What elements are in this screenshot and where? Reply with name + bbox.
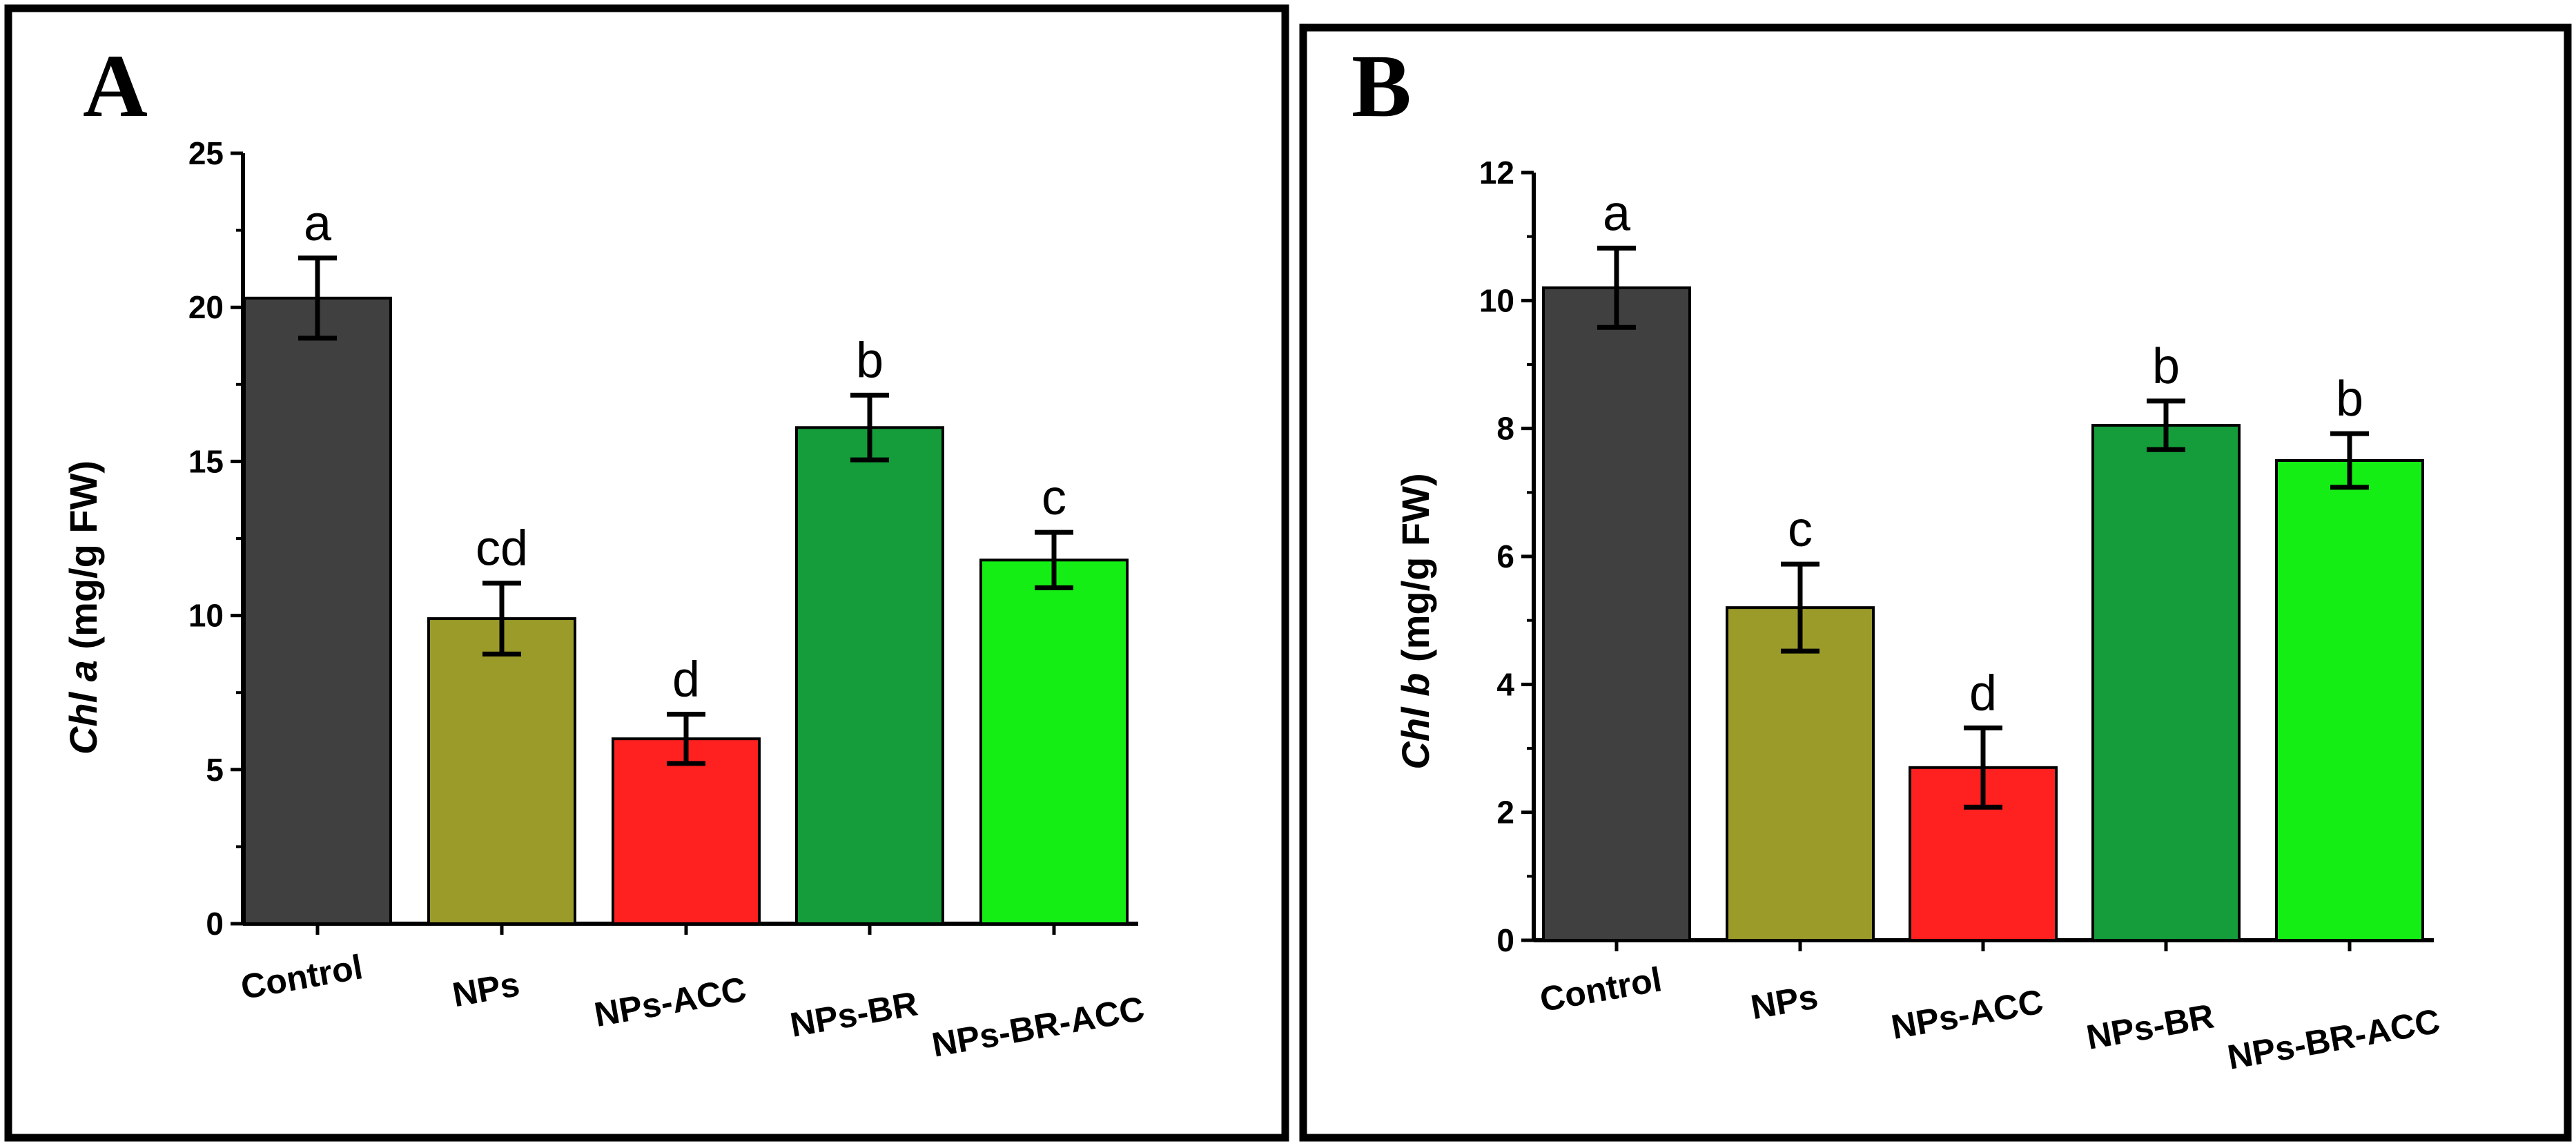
panel-b-letter: B — [1352, 37, 1412, 136]
panel-a-x-tick-label: NPs-BR — [788, 984, 921, 1045]
panel-a-y-tick-label: 0 — [206, 906, 224, 942]
panel-b-x-tick-label: Control — [1537, 960, 1665, 1019]
panel-b-bars: a c d b b — [1542, 186, 2424, 942]
panel-b-x-tick-label: NPs-ACC — [1889, 982, 2047, 1047]
panel-a-x-tick-label: NPs-ACC — [592, 969, 750, 1034]
panel-b-y-tick-label: 8 — [1496, 411, 1514, 447]
panel-a: A Chl a (mg/g FW) 0 5 10 15 20 25 Control NPs NP… — [4, 4, 1289, 1142]
panel-a-y-axis-label: Chl a (mg/g FW) — [61, 460, 105, 755]
panel-a-bar — [243, 296, 392, 926]
panel-b: B Chl b (mg/g FW) 0 2 4 6 8 10 12 Control NPs NPs… — [1299, 23, 2572, 1142]
panel-b-x-tick-label: NPs — [1748, 977, 1821, 1027]
panel-a-x-tick-label: NPs — [449, 964, 523, 1014]
panel-b-y-label-units: (mg/g FW) — [1394, 473, 1437, 672]
panel-b-frame — [1299, 23, 2572, 1142]
panel-b-x-tick-label: NPs-BR — [2084, 997, 2217, 1057]
panel-b-significance-label: c — [1788, 502, 1813, 557]
panel-b-bar — [1726, 606, 1875, 942]
panel-b-significance-label: b — [2152, 339, 2180, 394]
panel-b-y-tick-label: 4 — [1496, 666, 1514, 702]
panel-a-y-label-units: (mg/g FW) — [61, 460, 105, 660]
panel-a-letter: A — [83, 37, 148, 136]
panel-b-y-tick-label: 10 — [1479, 282, 1514, 318]
panel-a-bar — [612, 737, 761, 926]
panel-a-bars: a cd d b c — [243, 196, 1129, 926]
panel-a-y-tick-label: 25 — [188, 135, 224, 171]
panel-b-y-tick-label: 2 — [1496, 795, 1514, 831]
panel-a-y-tick-label: 10 — [188, 598, 224, 634]
panel-a-y-tick-label: 5 — [206, 752, 224, 788]
panel-a-significance-label: b — [856, 333, 884, 388]
panel-a-significance-label: c — [1042, 470, 1066, 525]
panel-a-bar — [427, 617, 576, 926]
panel-b-significance-label: a — [1603, 186, 1631, 241]
panel-a-x-tick-label: Control — [238, 947, 366, 1007]
panel-a-bar — [795, 426, 944, 925]
panel-a-significance-label: a — [304, 196, 332, 251]
panel-b-y-label-italic: Chl b — [1394, 673, 1437, 770]
panel-b-bar — [2091, 424, 2241, 942]
panel-b-y-axis-label: Chl b (mg/g FW) — [1394, 473, 1437, 769]
panel-b-significance-label: d — [1969, 666, 1997, 721]
panel-a-bar — [979, 559, 1129, 925]
panel-a-x-tick-label: NPs-BR-ACC — [929, 989, 1147, 1065]
panel-a-y-tick-label: 15 — [188, 443, 224, 479]
panel-a-frame — [4, 4, 1289, 1142]
panel-a-significance-label: d — [672, 652, 700, 707]
panel-b-x-tick-label: NPs-BR-ACC — [2225, 1002, 2443, 1077]
panel-b-y-tick-label: 12 — [1479, 155, 1514, 191]
panel-a-significance-label: cd — [476, 521, 528, 576]
panel-b-y-tick-label: 6 — [1496, 538, 1514, 574]
panel-a-y-tick-label: 20 — [188, 289, 224, 325]
panel-b-y-tick-label: 0 — [1496, 922, 1514, 958]
panel-a-y-label-italic: Chl a — [61, 660, 105, 755]
panel-b-bar — [2275, 459, 2424, 942]
panel-b-bar — [1542, 286, 1691, 942]
panel-b-significance-label: b — [2336, 371, 2363, 427]
